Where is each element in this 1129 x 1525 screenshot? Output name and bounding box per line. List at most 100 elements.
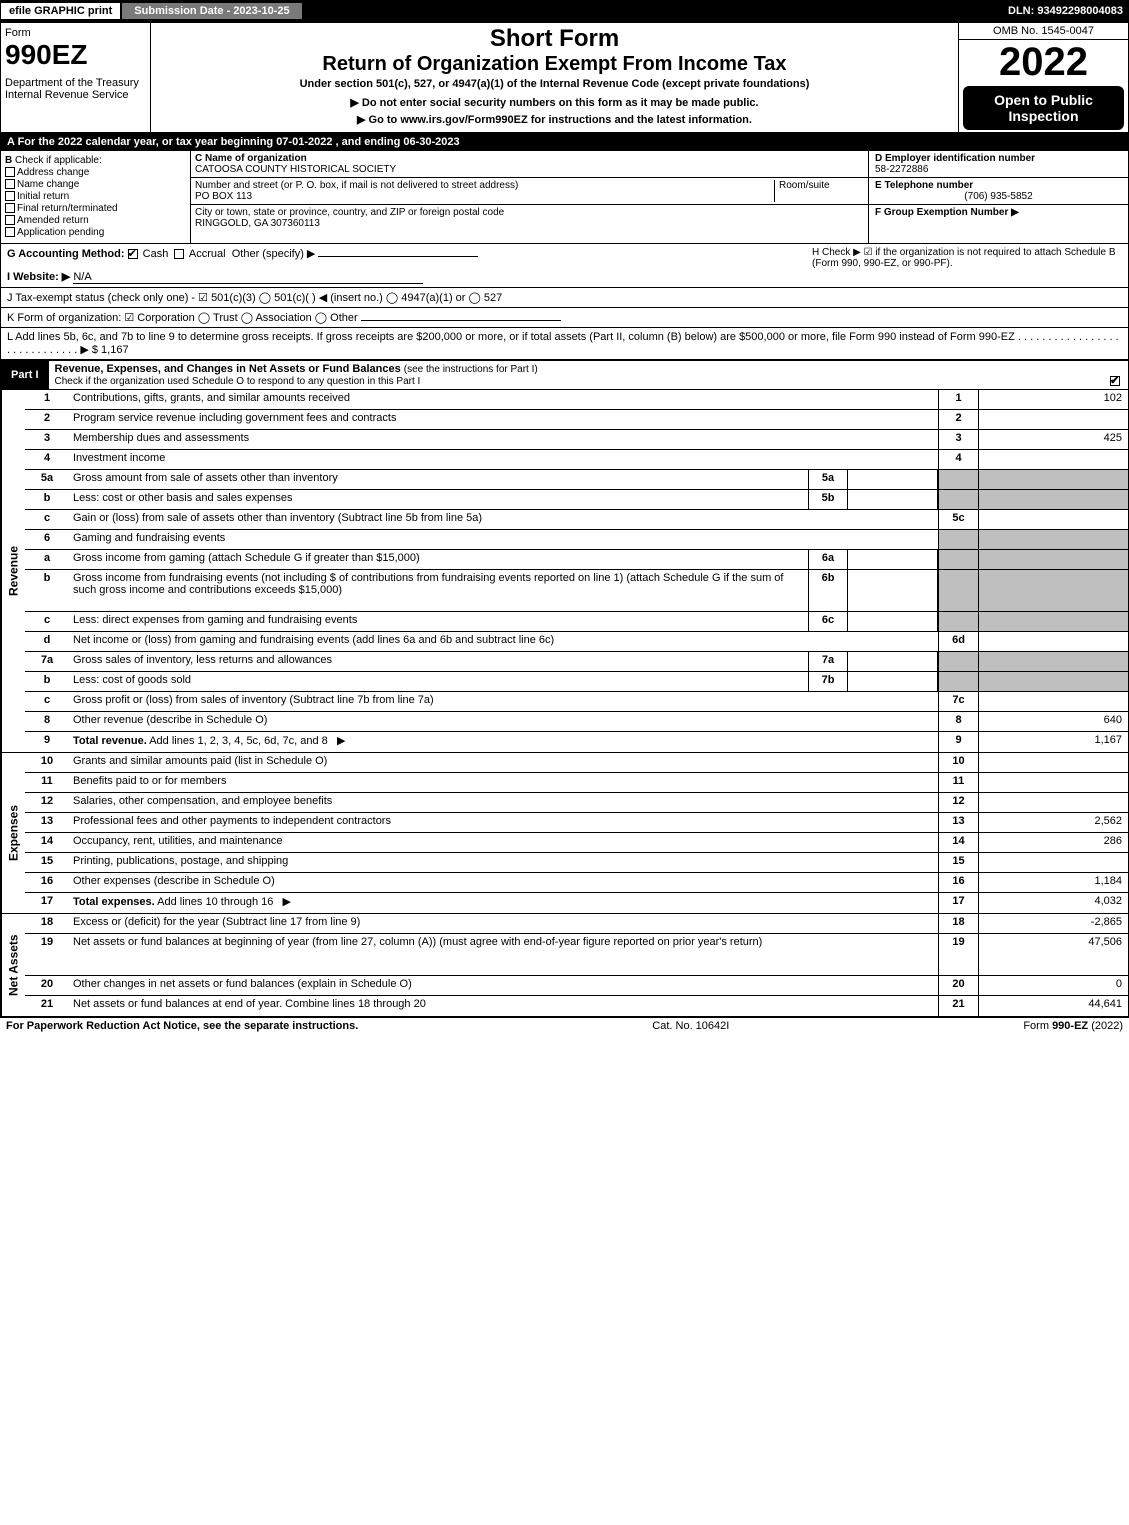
line-desc: Excess or (deficit) for the year (Subtra… bbox=[69, 914, 938, 933]
right-num: 21 bbox=[938, 996, 978, 1016]
right-num bbox=[938, 490, 978, 509]
line-num: 20 bbox=[25, 976, 69, 995]
b-hdr: B bbox=[5, 155, 12, 166]
line-desc: Other revenue (describe in Schedule O) bbox=[69, 712, 938, 731]
line-desc: Printing, publications, postage, and shi… bbox=[69, 853, 938, 872]
line-num: b bbox=[25, 570, 69, 611]
part1-chk[interactable] bbox=[1110, 376, 1120, 386]
line-desc: Less: cost or other basis and sales expe… bbox=[69, 490, 808, 509]
right-num: 17 bbox=[938, 893, 978, 913]
right-num: 18 bbox=[938, 914, 978, 933]
line-7a: 7aGross sales of inventory, less returns… bbox=[25, 652, 1128, 672]
chk-address[interactable]: Address change bbox=[5, 167, 186, 178]
netassets-grid: Net Assets 18Excess or (deficit) for the… bbox=[0, 914, 1129, 1017]
right-val bbox=[978, 612, 1128, 631]
line-5a: 5aGross amount from sale of assets other… bbox=[25, 470, 1128, 490]
name-lbl: C Name of organization bbox=[195, 153, 864, 164]
line-desc: Net assets or fund balances at beginning… bbox=[69, 934, 938, 975]
topbar: efile GRAPHIC print Submission Date - 20… bbox=[0, 0, 1129, 22]
chk-final[interactable]: Final return/terminated bbox=[5, 203, 186, 214]
line-num: 1 bbox=[25, 390, 69, 409]
right-num: 15 bbox=[938, 853, 978, 872]
line-desc: Gain or (loss) from sale of assets other… bbox=[69, 510, 938, 529]
right-num: 8 bbox=[938, 712, 978, 731]
line-4: 4Investment income4 bbox=[25, 450, 1128, 470]
line-desc: Total revenue. Add lines 1, 2, 3, 4, 5c,… bbox=[69, 732, 938, 752]
line-num: 5a bbox=[25, 470, 69, 489]
footer-center: Cat. No. 10642I bbox=[652, 1020, 729, 1032]
chk-cash[interactable] bbox=[128, 249, 138, 259]
line-18: 18Excess or (deficit) for the year (Subt… bbox=[25, 914, 1128, 934]
line-b: bLess: cost or other basis and sales exp… bbox=[25, 490, 1128, 510]
line-desc: Membership dues and assessments bbox=[69, 430, 938, 449]
expenses-grid: Expenses 10Grants and similar amounts pa… bbox=[0, 753, 1129, 914]
line-desc: Less: cost of goods sold bbox=[69, 672, 808, 691]
line-desc: Other expenses (describe in Schedule O) bbox=[69, 873, 938, 892]
mini-val bbox=[848, 470, 938, 489]
under-section: Under section 501(c), 527, or 4947(a)(1)… bbox=[159, 78, 950, 90]
room-lbl: Room/suite bbox=[774, 180, 864, 202]
line-desc: Less: direct expenses from gaming and fu… bbox=[69, 612, 808, 631]
line-a: aGross income from gaming (attach Schedu… bbox=[25, 550, 1128, 570]
right-val bbox=[978, 450, 1128, 469]
right-num bbox=[938, 672, 978, 691]
org-name: CATOOSA COUNTY HISTORICAL SOCIETY bbox=[195, 164, 864, 175]
tel-lbl: E Telephone number bbox=[875, 180, 1122, 191]
right-val: 2,562 bbox=[978, 813, 1128, 832]
chk-accrual[interactable] bbox=[174, 249, 184, 259]
line-20: 20Other changes in net assets or fund ba… bbox=[25, 976, 1128, 996]
line-11: 11Benefits paid to or for members11 bbox=[25, 773, 1128, 793]
line-num: d bbox=[25, 632, 69, 651]
line-g: G Accounting Method: Cash Accrual Other … bbox=[0, 244, 1129, 288]
part1-title: Revenue, Expenses, and Changes in Net As… bbox=[55, 363, 401, 375]
line-h: H Check ▶ ☑ if the organization is not r… bbox=[812, 247, 1122, 284]
line-desc: Gross income from fundraising events (no… bbox=[69, 570, 808, 611]
efile-label: efile GRAPHIC print bbox=[0, 2, 121, 20]
chk-initial[interactable]: Initial return bbox=[5, 191, 186, 202]
right-val bbox=[978, 632, 1128, 651]
line-desc: Gross amount from sale of assets other t… bbox=[69, 470, 808, 489]
line-8: 8Other revenue (describe in Schedule O)8… bbox=[25, 712, 1128, 732]
header-left: Form 990EZ Department of the Treasury In… bbox=[1, 23, 151, 132]
line-desc: Total expenses. Add lines 10 through 16 … bbox=[69, 893, 938, 913]
mini-val bbox=[848, 570, 938, 611]
right-val: 640 bbox=[978, 712, 1128, 731]
line-desc: Grants and similar amounts paid (list in… bbox=[69, 753, 938, 772]
mini-val bbox=[848, 672, 938, 691]
form-header: Form 990EZ Department of the Treasury In… bbox=[0, 22, 1129, 133]
line-b: bGross income from fundraising events (n… bbox=[25, 570, 1128, 612]
mini-val bbox=[848, 550, 938, 569]
chk-name[interactable]: Name change bbox=[5, 179, 186, 190]
line-12: 12Salaries, other compensation, and empl… bbox=[25, 793, 1128, 813]
chk-pending[interactable]: Application pending bbox=[5, 227, 186, 238]
mini-num: 7b bbox=[808, 672, 848, 691]
mini-val bbox=[848, 652, 938, 671]
goto-link[interactable]: ▶ Go to www.irs.gov/Form990EZ for instru… bbox=[159, 113, 950, 126]
g-label: G Accounting Method: bbox=[7, 248, 125, 260]
grp-lbl: F Group Exemption Number ▶ bbox=[875, 207, 1122, 218]
right-num: 20 bbox=[938, 976, 978, 995]
footer-right: Form 990-EZ (2022) bbox=[1023, 1020, 1123, 1032]
right-num bbox=[938, 612, 978, 631]
line-num: 7a bbox=[25, 652, 69, 671]
line-num: c bbox=[25, 510, 69, 529]
submission-date: Submission Date - 2023-10-25 bbox=[121, 2, 302, 20]
line-num: 13 bbox=[25, 813, 69, 832]
line-10: 10Grants and similar amounts paid (list … bbox=[25, 753, 1128, 773]
right-num bbox=[938, 652, 978, 671]
line-num: c bbox=[25, 612, 69, 631]
line-num: c bbox=[25, 692, 69, 711]
right-num: 1 bbox=[938, 390, 978, 409]
line-desc: Gaming and fundraising events bbox=[69, 530, 938, 549]
right-val: 425 bbox=[978, 430, 1128, 449]
side-expenses: Expenses bbox=[1, 753, 25, 913]
chk-amended[interactable]: Amended return bbox=[5, 215, 186, 226]
mini-val bbox=[848, 612, 938, 631]
omb: OMB No. 1545-0047 bbox=[959, 23, 1128, 40]
right-val bbox=[978, 410, 1128, 429]
form-label: Form bbox=[5, 27, 146, 39]
form-number: 990EZ bbox=[5, 39, 146, 71]
line-2: 2Program service revenue including gover… bbox=[25, 410, 1128, 430]
line-desc: Gross income from gaming (attach Schedul… bbox=[69, 550, 808, 569]
right-val bbox=[978, 853, 1128, 872]
